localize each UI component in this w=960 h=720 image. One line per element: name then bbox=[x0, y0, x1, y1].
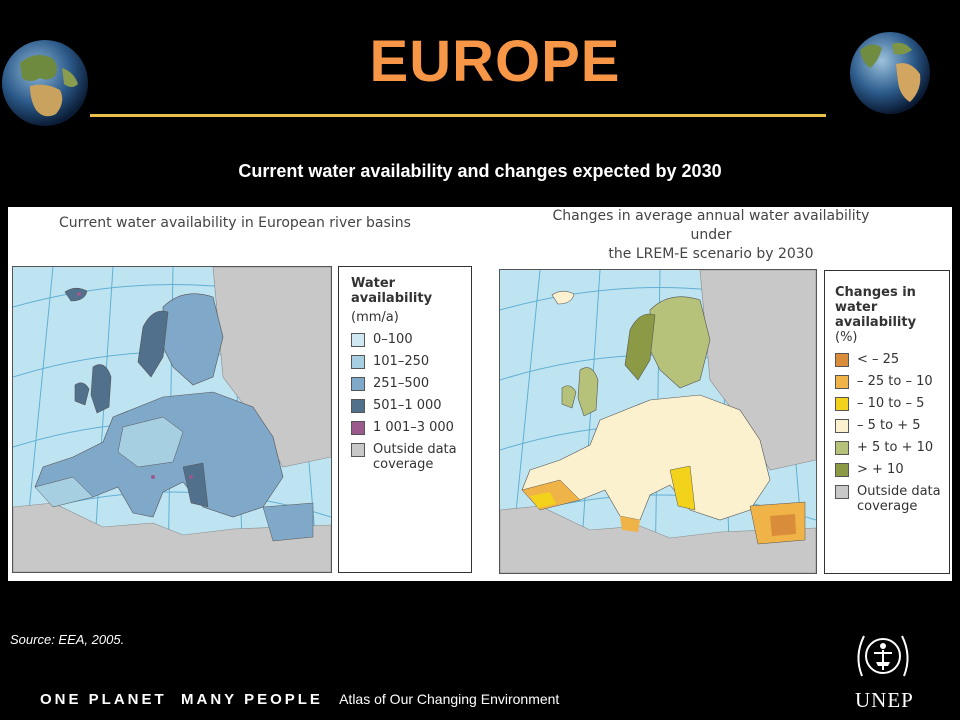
left-map-heading: Current water availability in European r… bbox=[59, 215, 411, 231]
water-availability-map bbox=[12, 266, 332, 573]
legend-swatch bbox=[351, 377, 365, 391]
footer-atlas-title: Atlas of Our Changing Environment bbox=[339, 691, 560, 707]
legend-item: 0–100 bbox=[351, 332, 465, 347]
legend-label: – 10 to – 5 bbox=[857, 396, 925, 411]
globe-icon-right bbox=[850, 32, 930, 114]
legend-title: Water availability bbox=[351, 276, 433, 306]
legend-label: 101–250 bbox=[373, 354, 430, 369]
legend-item: 501–1 000 bbox=[351, 398, 465, 413]
water-change-map bbox=[499, 269, 817, 574]
legend-label: 501–1 000 bbox=[373, 398, 442, 413]
legend-swatch bbox=[351, 399, 365, 413]
water-availability-map-graphic bbox=[13, 267, 331, 572]
legend-item: 251–500 bbox=[351, 376, 465, 391]
legend-label: 0–100 bbox=[373, 332, 413, 347]
legend-swatch bbox=[835, 397, 849, 411]
footer-slogan: ONE PLANET MANY PEOPLE bbox=[40, 691, 323, 708]
legend-item: + 5 to + 10 bbox=[835, 440, 943, 455]
legend-unit: (mm/a) bbox=[351, 310, 399, 325]
right-map-heading-line1: Changes in average annual water availabi… bbox=[552, 208, 870, 243]
water-change-map-graphic bbox=[500, 270, 816, 573]
unep-logo-text: UNEP bbox=[855, 688, 914, 712]
page-title: EUROPE bbox=[369, 29, 621, 94]
legend-label: 1 001–3 000 bbox=[373, 420, 454, 435]
legend-label: < – 25 bbox=[857, 352, 900, 367]
legend-swatch bbox=[835, 375, 849, 389]
source-note: Source: EEA, 2005. bbox=[10, 632, 125, 647]
unep-logo-icon bbox=[857, 635, 909, 677]
legend-swatch bbox=[835, 485, 849, 499]
globe-icon-left bbox=[2, 40, 88, 126]
water-change-legend: Changes in water availability (%) < – 25… bbox=[824, 270, 950, 574]
legend-item: Outside data coverage bbox=[351, 442, 465, 472]
right-map-heading: Changes in average annual water availabi… bbox=[531, 207, 891, 264]
legend-swatch bbox=[351, 333, 365, 347]
legend-label: – 25 to – 10 bbox=[857, 374, 933, 389]
legend-title: Changes in water availability bbox=[835, 285, 917, 330]
legend-swatch bbox=[835, 463, 849, 477]
subtitle: Current water availability and changes e… bbox=[238, 161, 722, 181]
legend-swatch bbox=[835, 419, 849, 433]
legend-item: – 5 to + 5 bbox=[835, 418, 943, 433]
legend-label: + 5 to + 10 bbox=[857, 440, 934, 455]
legend-label: 251–500 bbox=[373, 376, 430, 391]
legend-item: 101–250 bbox=[351, 354, 465, 369]
legend-label: > + 10 bbox=[857, 462, 904, 477]
legend-swatch bbox=[835, 441, 849, 455]
water-availability-legend: Water availability (mm/a) 0–100 101–250 25… bbox=[338, 266, 472, 573]
legend-item: – 25 to – 10 bbox=[835, 374, 943, 389]
legend-label: Outside data coverage bbox=[857, 484, 941, 514]
legend-item: 1 001–3 000 bbox=[351, 420, 465, 435]
legend-item: – 10 to – 5 bbox=[835, 396, 943, 411]
legend-swatch bbox=[835, 353, 849, 367]
legend-swatch bbox=[351, 355, 365, 369]
maps-panel: Current water availability in European r… bbox=[8, 207, 952, 581]
legend-label: – 5 to + 5 bbox=[857, 418, 921, 433]
right-map-heading-line2: the LREM-E scenario by 2030 bbox=[608, 246, 814, 262]
legend-item: < – 25 bbox=[835, 352, 943, 367]
title-underline bbox=[90, 114, 826, 117]
legend-swatch bbox=[351, 421, 365, 435]
legend-item: > + 10 bbox=[835, 462, 943, 477]
legend-unit: (%) bbox=[835, 330, 858, 345]
legend-swatch bbox=[351, 443, 365, 457]
legend-item: Outside data coverage bbox=[835, 484, 943, 514]
footer-banner: ONE PLANET MANY PEOPLE Atlas of Our Chan… bbox=[40, 691, 559, 708]
legend-label: Outside data coverage bbox=[373, 442, 457, 472]
